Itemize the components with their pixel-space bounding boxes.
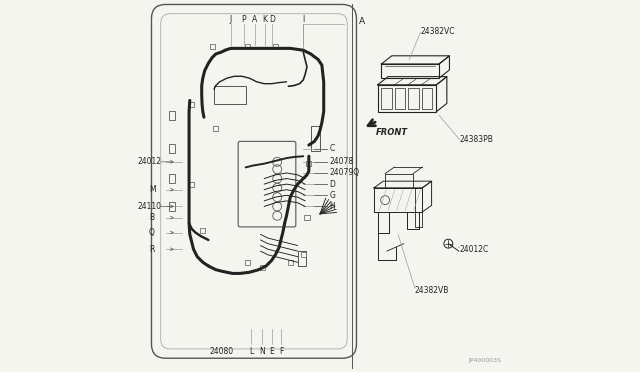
Text: JP400003S: JP400003S xyxy=(468,358,502,363)
Bar xyxy=(273,44,278,49)
Bar xyxy=(385,174,413,188)
Bar xyxy=(245,260,250,265)
Bar xyxy=(374,188,422,212)
Text: 24382VB: 24382VB xyxy=(415,286,449,295)
Bar xyxy=(415,188,422,227)
Text: D: D xyxy=(330,180,335,189)
Bar xyxy=(189,102,195,107)
Bar xyxy=(381,88,392,109)
Bar xyxy=(213,126,218,131)
Text: 24012C: 24012C xyxy=(460,245,489,254)
Text: I: I xyxy=(302,15,305,24)
Text: A: A xyxy=(252,15,257,24)
Text: 24080: 24080 xyxy=(209,347,234,356)
Text: J: J xyxy=(230,15,232,24)
Text: B: B xyxy=(149,213,154,222)
Bar xyxy=(189,182,195,187)
Text: L: L xyxy=(249,347,253,356)
Bar xyxy=(306,161,312,166)
Text: C: C xyxy=(330,144,335,153)
Bar xyxy=(260,265,265,270)
Bar xyxy=(408,88,419,109)
Bar xyxy=(287,260,293,265)
Text: R: R xyxy=(149,245,154,254)
Bar xyxy=(170,174,175,183)
Text: 24110: 24110 xyxy=(138,202,162,211)
Bar xyxy=(245,44,250,49)
Bar xyxy=(378,85,436,112)
Text: E: E xyxy=(269,347,274,356)
Bar xyxy=(310,126,320,151)
Bar xyxy=(381,64,439,78)
Bar xyxy=(301,252,306,257)
Bar xyxy=(298,251,306,266)
Bar xyxy=(305,215,310,220)
Bar xyxy=(209,44,215,49)
Text: A: A xyxy=(359,17,365,26)
Bar xyxy=(422,88,432,109)
Text: H: H xyxy=(330,202,335,211)
Text: N: N xyxy=(259,347,265,356)
Text: G: G xyxy=(330,191,335,200)
Text: P: P xyxy=(241,15,246,24)
Text: 24012: 24012 xyxy=(138,157,162,166)
Text: K: K xyxy=(262,15,268,24)
Text: 24382VC: 24382VC xyxy=(420,27,455,36)
Text: 24079Q: 24079Q xyxy=(330,169,360,177)
Bar xyxy=(200,228,205,233)
Text: Q: Q xyxy=(149,228,155,237)
Bar xyxy=(395,88,405,109)
Text: 24383PB: 24383PB xyxy=(460,135,493,144)
Bar xyxy=(170,144,175,153)
Text: M: M xyxy=(149,185,156,194)
Bar xyxy=(214,86,246,104)
Text: FRONT: FRONT xyxy=(376,128,408,137)
Bar xyxy=(170,111,175,120)
Text: D: D xyxy=(269,15,275,24)
Bar xyxy=(170,202,175,211)
Text: 24078: 24078 xyxy=(330,157,353,166)
Text: F: F xyxy=(279,347,283,356)
